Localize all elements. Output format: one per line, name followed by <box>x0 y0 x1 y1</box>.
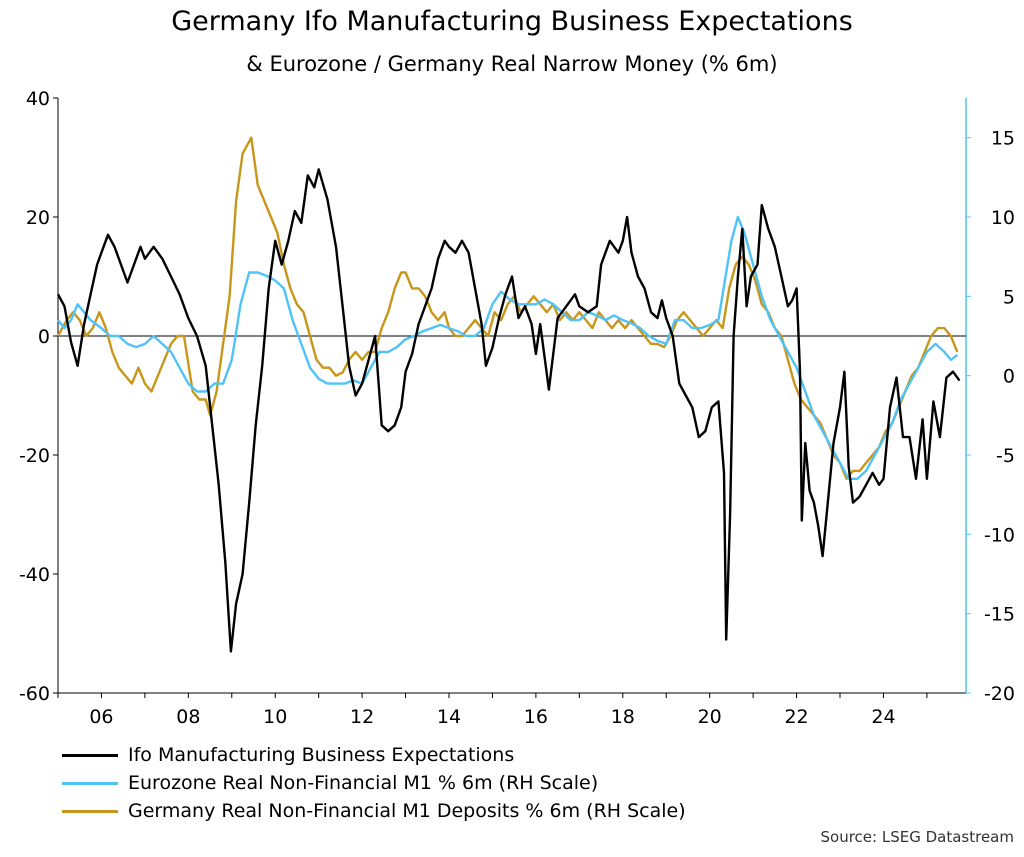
legend-label-ez: Eurozone Real Non-Financial M1 % 6m (RH … <box>128 772 599 794</box>
x-tick-label: 20 <box>698 706 722 728</box>
left-tick-label: 40 <box>26 88 50 110</box>
left-tick-label: -60 <box>19 683 50 705</box>
right-tick-label: -20 <box>984 683 1015 705</box>
source-note: Source: LSEG Datastream <box>820 828 1014 846</box>
x-tick-label: 24 <box>871 706 895 728</box>
series-line-ifo <box>56 168 961 653</box>
x-tick-label: 16 <box>524 706 548 728</box>
right-tick-label: 5 <box>1003 286 1015 308</box>
right-tick-label: 10 <box>991 207 1015 229</box>
axes: 40 20 0 -20 -40 -60 15 10 5 0 -5 -10 -15 -20 06 08 10 12 1… <box>19 88 1015 728</box>
legend-swatch-de <box>62 809 118 813</box>
x-tick-label: 06 <box>89 706 113 728</box>
left-tick-label: 0 <box>38 326 50 348</box>
x-tick-label: 14 <box>437 706 461 728</box>
chart-subtitle: & Eurozone / Germany Real Narrow Money (… <box>246 52 778 76</box>
right-tick-label: -10 <box>984 524 1015 546</box>
legend-label-ifo: Ifo Manufacturing Business Expectations <box>128 744 515 766</box>
series-line-ez-m1 <box>57 215 959 480</box>
legend-item-de: Germany Real Non-Financial M1 Deposits %… <box>62 797 686 825</box>
legend-swatch-ifo <box>62 753 118 757</box>
legend: Ifo Manufacturing Business Expectations … <box>62 741 686 825</box>
chart-title: Germany Ifo Manufacturing Business Expec… <box>171 6 853 37</box>
legend-swatch-ez <box>62 781 118 785</box>
left-tick-label: 20 <box>26 207 50 229</box>
legend-label-de: Germany Real Non-Financial M1 Deposits %… <box>128 800 686 822</box>
right-tick-label: -15 <box>984 604 1015 626</box>
x-tick-label: 18 <box>611 706 635 728</box>
series-line-de-m1 <box>56 136 959 480</box>
legend-item-ifo: Ifo Manufacturing Business Expectations <box>62 741 686 769</box>
right-tick-label: -5 <box>996 445 1015 467</box>
right-tick-label: 0 <box>1003 366 1015 388</box>
x-tick-label: 08 <box>176 706 200 728</box>
left-tick-label: -40 <box>19 564 50 586</box>
x-tick-label: 10 <box>263 706 287 728</box>
series-lines <box>56 136 961 653</box>
x-tick-label: 12 <box>350 706 374 728</box>
left-tick-label: -20 <box>19 445 50 467</box>
right-tick-label: 15 <box>991 128 1015 150</box>
x-tick-label: 22 <box>784 706 808 728</box>
legend-item-ez: Eurozone Real Non-Financial M1 % 6m (RH … <box>62 769 686 797</box>
